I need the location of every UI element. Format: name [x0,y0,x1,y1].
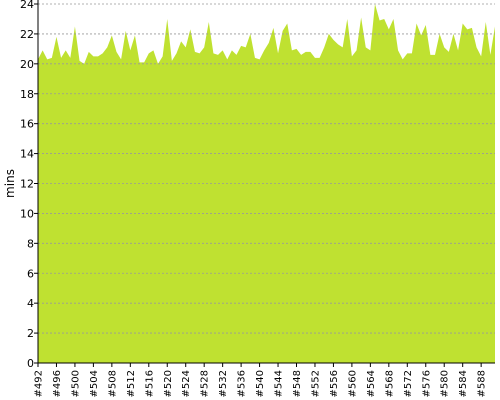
x-axis-ticks: #492 #496 #500 #504 #508 #512 #516 #520 #524 #528… [34,363,488,397]
x-tick-label: #572 [403,370,414,397]
x-tick-label: #532 [218,370,229,397]
x-tick-label: #492 [34,370,45,397]
y-tick-label: 24 [20,0,34,11]
y-tick-label: 22 [20,28,34,41]
y-tick-label: 4 [27,297,34,310]
x-tick-label: #516 [144,370,155,397]
x-tick-label: #548 [292,370,303,397]
x-tick-label: #500 [70,370,81,397]
grid-lines [38,3,495,334]
x-tick-label: #504 [89,370,100,397]
x-tick-label: #528 [200,370,211,397]
x-tick-label: #512 [126,370,137,397]
x-tick-label: #576 [421,370,432,397]
y-tick-label: 2 [27,327,34,340]
y-tick-label: 0 [27,357,34,370]
x-tick-label: #556 [329,370,340,397]
x-tick-label: #496 [52,370,63,397]
x-tick-label: #580 [440,370,451,397]
y-tick-label: 16 [20,118,34,131]
x-tick-label: #524 [181,370,192,397]
y-axis-title: mins [3,169,17,198]
y-tick-label: 20 [20,58,34,71]
x-tick-label: #508 [107,370,118,397]
x-tick-label: #564 [366,370,377,397]
y-tick-label: 12 [20,178,34,191]
x-tick-label: #540 [255,370,266,397]
y-tick-label: 10 [20,207,34,220]
x-tick-label: #588 [477,370,488,397]
x-tick-label: #520 [163,370,174,397]
x-tick-label: #552 [310,370,321,397]
x-tick-label: #544 [274,370,285,397]
x-tick-label: #560 [347,370,358,397]
axes [37,0,495,364]
x-tick-label: #584 [458,370,469,397]
y-tick-label: 14 [20,148,34,161]
y-tick-label: 18 [20,88,34,101]
y-tick-label: 8 [27,237,34,250]
x-tick-label: #536 [237,370,248,397]
x-tick-label: #568 [384,370,395,397]
y-tick-label: 6 [27,267,34,280]
